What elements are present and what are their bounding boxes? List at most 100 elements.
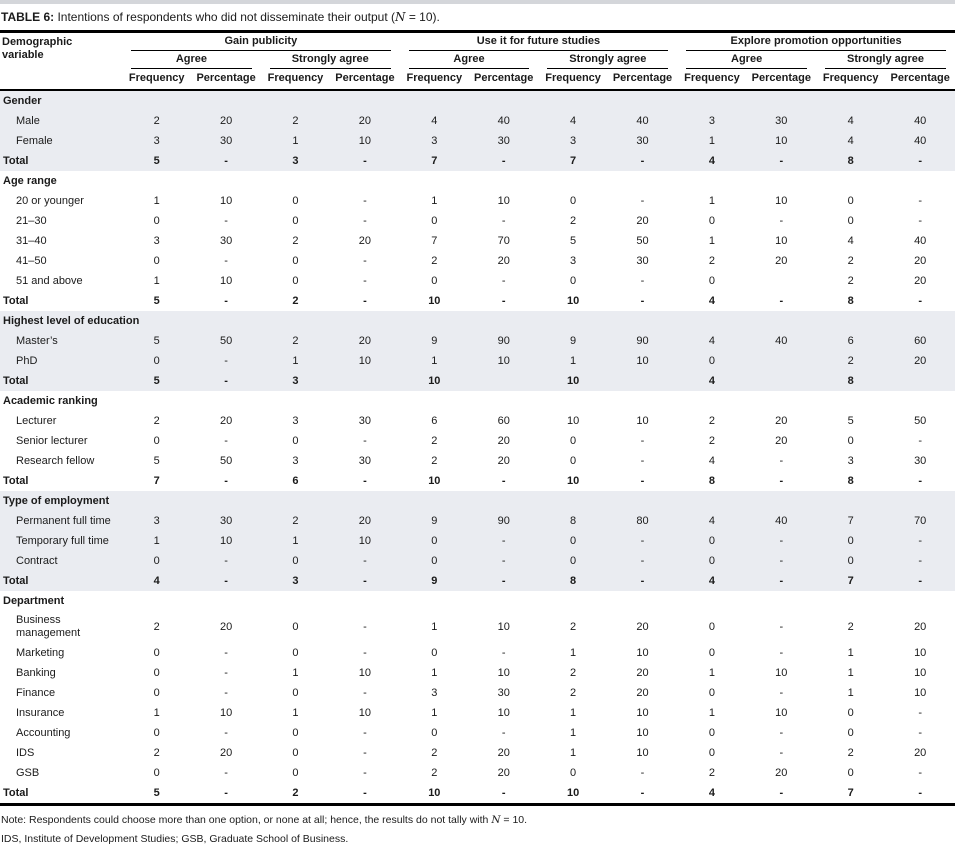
cell-value: - (640, 275, 645, 287)
cell-value: 0 (431, 647, 438, 659)
row-label: Banking (16, 667, 56, 679)
cell-value: 10 (219, 195, 233, 207)
cell-value: 0 (292, 647, 299, 659)
cell-value: 10 (636, 415, 649, 427)
cell-value (330, 371, 399, 391)
cell-value: 0 (708, 747, 715, 759)
cell-value: - (224, 727, 228, 739)
row-label: PhD (16, 355, 38, 367)
cell-value: 20 (219, 415, 233, 427)
row-label: Business management (16, 614, 81, 639)
cell-value: 20 (358, 115, 372, 127)
header-frequency: Frequency (822, 72, 879, 84)
cell-value: 0 (153, 767, 160, 779)
cell-value: 4 (708, 155, 715, 167)
table-row: Temporary full time 1 10 1 10 0 - 0 - 0 - 0 - (0, 531, 955, 551)
cell-value: - (640, 555, 645, 567)
cell-value: - (224, 215, 228, 227)
cell-value: - (501, 295, 506, 307)
cell-value: 8 (847, 475, 854, 487)
cell-value: - (779, 535, 784, 547)
cell-value: 1 (847, 647, 854, 659)
cell-value: 2 (292, 295, 299, 307)
header-strongly-agree: Strongly agree (816, 51, 955, 69)
cell-value: 4 (570, 115, 577, 127)
row-label: Total (3, 787, 29, 799)
cell-value: 0 (708, 215, 715, 227)
cell-value: 10 (566, 475, 580, 487)
cell-value: 0 (847, 215, 854, 227)
cell-value: 30 (219, 235, 233, 247)
cell-value: 10 (358, 135, 372, 147)
cell-value: - (363, 475, 367, 487)
cell-value: - (779, 295, 784, 307)
cell-value: 2 (570, 621, 577, 633)
cell-value: - (224, 787, 228, 799)
cell-value: - (918, 787, 923, 799)
intentions-table: Demographic variable Gain publicity Use … (0, 30, 955, 806)
cell-value: 5 (153, 787, 160, 799)
cell-value: 0 (847, 767, 854, 779)
cell-value: 10 (497, 621, 510, 633)
cell-value: 10 (914, 687, 927, 699)
cell-value: - (501, 555, 506, 567)
row-label: Male (16, 115, 40, 127)
cell-value: - (363, 687, 367, 699)
header-percentage: Percentage (335, 72, 395, 84)
cell-value: 3 (431, 687, 438, 699)
cell-value: 10 (566, 295, 580, 307)
cell-value: 30 (358, 415, 372, 427)
cell-value: 10 (428, 787, 441, 799)
cell-value: 4 (708, 455, 715, 467)
cell-value: 1 (292, 355, 299, 367)
cell-value: 2 (708, 415, 715, 427)
cell-value: 0 (153, 727, 160, 739)
cell-value: 20 (497, 747, 510, 759)
cell-value: 2 (847, 255, 854, 267)
cell-value: 0 (431, 275, 438, 287)
table-caption: TABLE 6: Intentions of respondents who d… (1, 10, 955, 25)
cell-value: 7 (847, 787, 854, 799)
cell-value: 1 (708, 195, 715, 207)
cell-value: 40 (497, 115, 510, 127)
cell-value: 3 (570, 255, 577, 267)
note-text: Note: Respondents could choose more than… (1, 814, 492, 826)
cell-value: - (779, 747, 784, 759)
cell-value: - (501, 155, 506, 167)
cell-value: 30 (219, 135, 233, 147)
cell-value: 1 (431, 707, 438, 719)
cell-value: 2 (153, 621, 160, 633)
cell-value: 7 (570, 155, 577, 167)
cell-value: 10 (358, 707, 372, 719)
cell-value: - (224, 555, 228, 567)
cell-value: 20 (219, 115, 233, 127)
cell-value: - (779, 787, 784, 799)
cell-value: 30 (914, 455, 927, 467)
header-percentage: Percentage (474, 72, 534, 84)
note-n-symbol: N (491, 814, 501, 826)
cell-value: 0 (708, 621, 715, 633)
cell-value: 20 (914, 747, 927, 759)
section-title: Age range (3, 175, 57, 187)
cell-value: - (640, 435, 645, 447)
cell-value: 0 (292, 215, 299, 227)
cell-value: 20 (497, 455, 510, 467)
cell-value: 90 (497, 335, 510, 347)
table-caption-text: Intentions of respondents who did not di… (54, 10, 395, 24)
cell-value: 0 (708, 535, 715, 547)
cell-value (747, 351, 816, 371)
table-row: Marketing 0 - 0 - 0 - 1 10 0 - 1 10 (0, 643, 955, 663)
table-row: IDS 2 20 0 - 2 20 1 10 0 - 2 20 (0, 743, 955, 763)
cell-value: 0 (708, 647, 715, 659)
cell-value: 2 (847, 747, 854, 759)
cell-value (747, 371, 816, 391)
table-row: Senior lecturer 0 - 0 - 2 20 0 - 2 20 0 - (0, 431, 955, 451)
cell-value: 0 (847, 195, 854, 207)
cell-value (469, 371, 538, 391)
cell-value: 9 (431, 515, 438, 527)
cell-value: 0 (292, 255, 299, 267)
cell-value: 0 (570, 195, 577, 207)
cell-value: 3 (292, 575, 299, 587)
cell-value: - (779, 687, 784, 699)
cell-value: 3 (292, 415, 299, 427)
